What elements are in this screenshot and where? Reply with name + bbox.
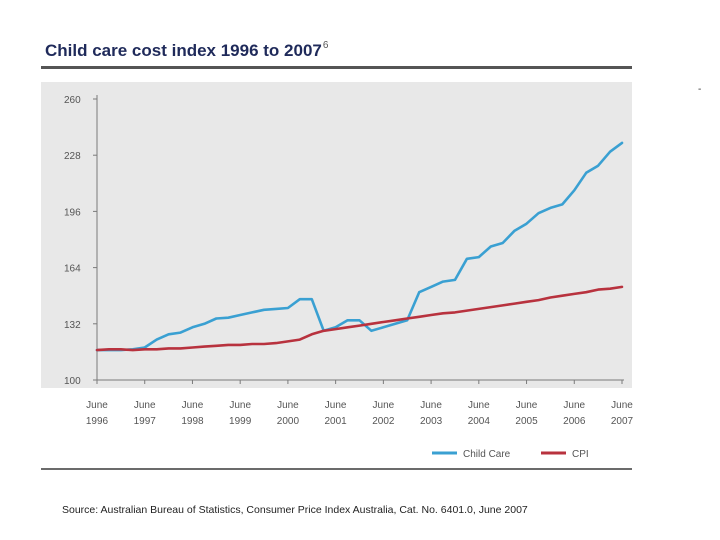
x-tick-label-month: June: [134, 400, 156, 411]
x-tick-label-month: June: [182, 400, 204, 411]
x-tick-label-month: June: [563, 400, 585, 411]
x-tick-label-year: 2000: [277, 416, 300, 427]
x-tick-label-year: 2001: [325, 416, 348, 427]
y-axis: 100 132 164 196 228 260: [64, 95, 98, 387]
y-tick-label: 228: [64, 151, 81, 162]
cpi-line: [95, 285, 624, 352]
x-tick-label-year: 2002: [372, 416, 395, 427]
x-tick-label-month: June: [468, 400, 490, 411]
x-tick-label-year: 2005: [515, 416, 538, 427]
source-note: Source: Australian Bureau of Statistics,…: [62, 504, 528, 516]
x-tick-label-year: 1996: [86, 416, 109, 427]
x-tick-label-month: June: [516, 400, 538, 411]
x-tick-label-year: 2006: [563, 416, 586, 427]
x-tick-label-month: June: [420, 400, 442, 411]
bottom-divider: [41, 468, 632, 470]
y-tick-label: 196: [64, 207, 81, 218]
x-tick-label-month: June: [229, 400, 251, 411]
footnote-marker: 6: [322, 40, 329, 51]
y-tick-label: 260: [64, 95, 81, 106]
child-care-line: [95, 141, 624, 352]
x-tick-label-year: 1999: [229, 416, 252, 427]
chart-title: Child care cost index 1996 to 20076: [45, 40, 328, 61]
plot-background: [41, 82, 632, 388]
y-tick-label: 100: [64, 376, 81, 387]
stray-mark: -: [698, 84, 702, 95]
y-tick-label: 132: [64, 320, 81, 331]
x-tick-label-year: 1997: [134, 416, 157, 427]
x-axis: June 1996 June 1997 June 1998 June 1999 June 2000…: [86, 379, 634, 427]
series-lines: [95, 141, 624, 352]
x-tick-label-year: 1998: [181, 416, 204, 427]
title-underline: [41, 66, 632, 69]
x-tick-label-month: June: [86, 400, 108, 411]
legend-cpi-label: CPI: [572, 449, 589, 460]
legend: Child Care CPI: [432, 449, 589, 460]
x-tick-label-year: 2003: [420, 416, 443, 427]
x-tick-label-year: 2004: [468, 416, 491, 427]
x-tick-label-month: June: [325, 400, 347, 411]
x-tick-label-year: 2007: [611, 416, 634, 427]
x-tick-label-month: June: [611, 400, 633, 411]
y-tick-label: 164: [64, 264, 81, 275]
x-tick-label-month: June: [277, 400, 299, 411]
chart-title-text: Child care cost index 1996 to 2007: [45, 41, 322, 60]
legend-child-care-label: Child Care: [463, 449, 511, 460]
x-tick-label-month: June: [373, 400, 395, 411]
